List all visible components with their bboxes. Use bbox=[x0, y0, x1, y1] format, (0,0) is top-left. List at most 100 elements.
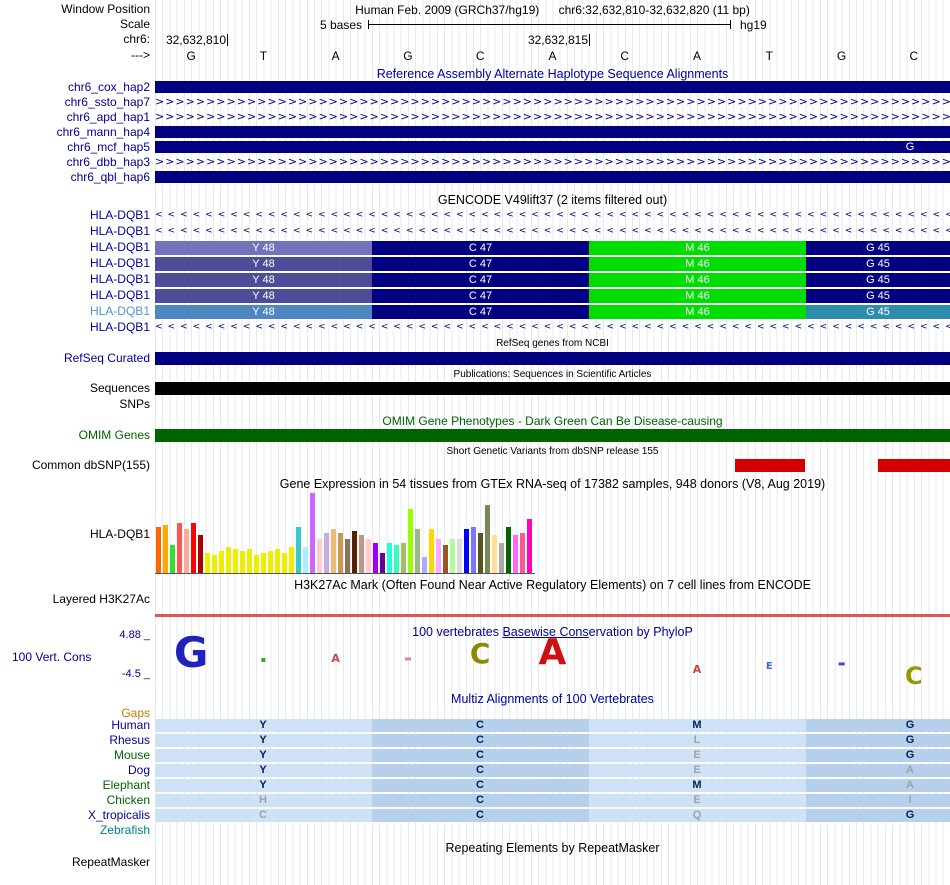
gencode-track-label[interactable]: HLA-DQB1 bbox=[89, 320, 150, 334]
dbsnp-variant-bar[interactable] bbox=[735, 459, 805, 472]
alignment-cell[interactable] bbox=[806, 749, 950, 762]
alignment-cell[interactable] bbox=[806, 794, 950, 807]
species-track-label[interactable]: Elephant bbox=[102, 778, 150, 792]
codon-box[interactable]: G 45 bbox=[806, 273, 950, 287]
alignment-cell[interactable] bbox=[589, 719, 806, 732]
species-track-label[interactable]: Chicken bbox=[106, 793, 150, 807]
hap-track-label[interactable]: chr6_cox_hap2 bbox=[67, 80, 150, 94]
hap-track-bar[interactable]: >>>>>>>>>>>>>>>>>>>>>>>>>>>>>>>>>>>>>>>>… bbox=[155, 111, 950, 123]
hap-track-bar[interactable]: >>>>>>>>>>>>>>>>>>>>>>>>>>>>>>>>>>>>>>>>… bbox=[155, 156, 950, 168]
codon-box[interactable]: G 45 bbox=[806, 305, 950, 319]
refseq-track-label[interactable]: RefSeq Curated bbox=[63, 351, 150, 365]
alignment-cell[interactable] bbox=[372, 764, 589, 777]
hap-track-bar[interactable] bbox=[155, 81, 950, 93]
alignment-cell[interactable] bbox=[155, 764, 372, 777]
alignment-cell[interactable] bbox=[155, 779, 372, 792]
codon-box[interactable]: M 46 bbox=[589, 273, 806, 287]
alignment-cell[interactable] bbox=[155, 719, 372, 732]
strand-arrow[interactable]: ---> bbox=[131, 48, 150, 62]
codon-box[interactable]: Y 48 bbox=[155, 273, 372, 287]
gtex-gene-label[interactable]: HLA-DQB1 bbox=[89, 527, 150, 541]
codon-box[interactable]: Y 48 bbox=[155, 289, 372, 303]
gencode-track-row[interactable]: Y 48 C 47 M 46 G 45 bbox=[155, 273, 950, 287]
species-track-label[interactable]: Mouse bbox=[113, 748, 150, 762]
codon-box[interactable]: C 47 bbox=[372, 273, 589, 287]
codon-box[interactable]: G 45 bbox=[806, 241, 950, 255]
gencode-track-label[interactable]: HLA-DQB1 bbox=[89, 304, 150, 318]
alignment-cell[interactable] bbox=[589, 779, 806, 792]
alignment-cell[interactable] bbox=[372, 734, 589, 747]
species-track-label[interactable]: Rhesus bbox=[109, 733, 150, 747]
gencode-track-label[interactable]: HLA-DQB1 bbox=[89, 256, 150, 270]
hap-track-label[interactable]: chr6_qbl_hap6 bbox=[70, 170, 150, 184]
gencode-track-row[interactable]: Y 48 C 47 M 46 G 45 bbox=[155, 241, 950, 255]
codon-box[interactable]: M 46 bbox=[589, 305, 806, 319]
species-track-label[interactable]: Dog bbox=[127, 763, 150, 777]
gencode-track-label[interactable]: HLA-DQB1 bbox=[89, 240, 150, 254]
alignment-cell[interactable] bbox=[155, 794, 372, 807]
sequences-bar[interactable] bbox=[155, 382, 950, 395]
alignment-cell[interactable] bbox=[806, 809, 950, 822]
gencode-track-label[interactable]: HLA-DQB1 bbox=[89, 272, 150, 286]
hap-track-label[interactable]: chr6_mann_hap4 bbox=[56, 125, 150, 139]
hap-track-bar[interactable]: G bbox=[155, 141, 950, 153]
codon-box[interactable]: C 47 bbox=[372, 289, 589, 303]
h3k27ac-track-label[interactable]: Layered H3K27Ac bbox=[52, 592, 150, 606]
snps-track-label[interactable]: SNPs bbox=[119, 397, 150, 411]
dbsnp-variant-bar[interactable] bbox=[878, 459, 950, 472]
alignment-cell[interactable] bbox=[806, 779, 950, 792]
codon-box[interactable]: C 47 bbox=[372, 257, 589, 271]
gaps-track-label[interactable]: Gaps bbox=[121, 706, 150, 720]
gencode-track-row[interactable]: <<<<<<<<<<<<<<<<<<<<<<<<<<<<<<<<<<<<<<<<… bbox=[155, 226, 950, 236]
alignment-cell[interactable] bbox=[589, 794, 806, 807]
gencode-track-label[interactable]: HLA-DQB1 bbox=[89, 208, 150, 222]
codon-box[interactable]: C 47 bbox=[372, 305, 589, 319]
codon-box[interactable]: G 45 bbox=[806, 257, 950, 271]
alignment-cell[interactable] bbox=[155, 734, 372, 747]
alignment-cell[interactable] bbox=[806, 719, 950, 732]
codon-box[interactable]: Y 48 bbox=[155, 241, 372, 255]
codon-box[interactable]: Y 48 bbox=[155, 305, 372, 319]
codon-box[interactable]: G 45 bbox=[806, 289, 950, 303]
hap-track-bar[interactable] bbox=[155, 126, 950, 138]
gencode-track-label[interactable]: HLA-DQB1 bbox=[89, 288, 150, 302]
codon-box[interactable]: C 47 bbox=[372, 241, 589, 255]
gencode-track-row[interactable]: <<<<<<<<<<<<<<<<<<<<<<<<<<<<<<<<<<<<<<<<… bbox=[155, 322, 950, 332]
species-track-label[interactable]: X_tropicalis bbox=[87, 808, 150, 822]
phylop-logo-track[interactable]: G ▪ A ▬ C A A E ▬ C bbox=[155, 632, 950, 690]
refseq-curated-bar[interactable] bbox=[155, 352, 950, 365]
species-track-label[interactable]: Zebrafish bbox=[99, 823, 150, 837]
sequences-track-label[interactable]: Sequences bbox=[89, 381, 150, 395]
alignment-cell[interactable] bbox=[372, 794, 589, 807]
dbsnp-track-label[interactable]: Common dbSNP(155) bbox=[31, 458, 150, 472]
alignment-cell[interactable] bbox=[372, 749, 589, 762]
alignment-cell[interactable] bbox=[155, 809, 372, 822]
alignment-cell[interactable] bbox=[589, 749, 806, 762]
gencode-track-row[interactable]: Y 48 C 47 M 46 G 45 bbox=[155, 257, 950, 271]
alignment-cell[interactable] bbox=[589, 734, 806, 747]
alignment-cell[interactable] bbox=[806, 764, 950, 777]
alignment-cell[interactable] bbox=[372, 809, 589, 822]
codon-box[interactable]: M 46 bbox=[589, 289, 806, 303]
alignment-cell[interactable] bbox=[372, 719, 589, 732]
alignment-cell[interactable] bbox=[589, 764, 806, 777]
codon-box[interactable]: M 46 bbox=[589, 257, 806, 271]
gencode-track-row[interactable]: Y 48 C 47 M 46 G 45 bbox=[155, 305, 950, 319]
hap-track-label[interactable]: chr6_apd_hap1 bbox=[66, 110, 150, 124]
hap-track-label[interactable]: chr6_mcf_hap5 bbox=[67, 140, 150, 154]
phylop-header-link[interactable]: Basewise Cons bbox=[502, 625, 589, 639]
hap-track-label[interactable]: chr6_ssto_hap7 bbox=[64, 95, 150, 109]
gencode-track-label[interactable]: HLA-DQB1 bbox=[89, 224, 150, 238]
hap-track-bar[interactable]: >>>>>>>>>>>>>>>>>>>>>>>>>>>>>>>>>>>>>>>>… bbox=[155, 96, 950, 108]
hap-track-bar[interactable] bbox=[155, 171, 950, 183]
alignment-cell[interactable] bbox=[372, 779, 589, 792]
gencode-track-row[interactable]: Y 48 C 47 M 46 G 45 bbox=[155, 289, 950, 303]
codon-box[interactable]: M 46 bbox=[589, 241, 806, 255]
